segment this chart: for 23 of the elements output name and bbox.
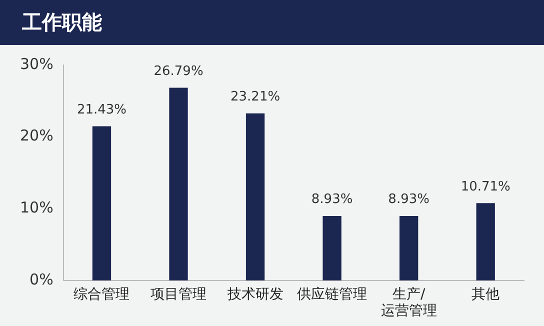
bar xyxy=(169,88,188,280)
bar xyxy=(246,113,265,280)
chart-title: 工作职能 xyxy=(0,0,544,45)
x-tick-label: 供应链管理 xyxy=(297,286,368,302)
data-label: 10.71% xyxy=(460,179,510,194)
data-label: 23.21% xyxy=(230,90,280,105)
x-tick-label: 生产/ 运营管理 xyxy=(380,286,437,320)
data-label: 8.93% xyxy=(388,192,430,208)
bar xyxy=(92,126,112,280)
y-tick-label: 20% xyxy=(20,126,54,145)
y-tick-label: 10% xyxy=(20,198,54,216)
y-tick-label: 0% xyxy=(30,270,54,288)
y-tick-label: 30% xyxy=(20,54,54,73)
x-tick-label: 项目管理 xyxy=(150,286,207,302)
data-label: 21.43% xyxy=(76,102,127,118)
x-tick-label: 综合管理 xyxy=(74,286,130,302)
x-tick-label: 技术研发 xyxy=(226,286,284,302)
bar xyxy=(322,216,342,280)
x-tick-label: 其他 xyxy=(472,286,500,302)
data-label: 8.93% xyxy=(311,192,353,208)
bar xyxy=(476,203,495,280)
data-label: 26.79% xyxy=(154,64,204,79)
bar xyxy=(400,216,418,280)
